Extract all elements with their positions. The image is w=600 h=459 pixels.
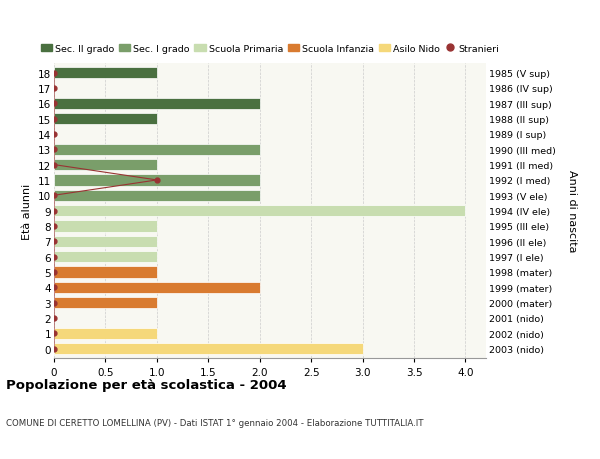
Bar [54,343,362,354]
Bar [54,159,157,171]
Bar [54,98,260,110]
Legend: Sec. II grado, Sec. I grado, Scuola Primaria, Scuola Infanzia, Asilo Nido, Stran: Sec. II grado, Sec. I grado, Scuola Prim… [41,45,499,54]
Bar [54,236,157,247]
Bar [54,282,260,293]
Bar [54,144,260,156]
Bar [54,328,157,339]
Text: Popolazione per età scolastica - 2004: Popolazione per età scolastica - 2004 [6,379,287,392]
Bar [54,297,157,308]
Bar [54,67,157,79]
Bar [54,205,466,217]
Text: COMUNE DI CERETTO LOMELLINA (PV) - Dati ISTAT 1° gennaio 2004 - Elaborazione TUT: COMUNE DI CERETTO LOMELLINA (PV) - Dati … [6,418,424,427]
Y-axis label: Età alunni: Età alunni [22,183,32,239]
Bar [54,175,260,186]
Bar [54,221,157,232]
Bar [54,190,260,202]
Y-axis label: Anni di nascita: Anni di nascita [567,170,577,252]
Bar [54,267,157,278]
Bar [54,113,157,125]
Bar [54,251,157,263]
